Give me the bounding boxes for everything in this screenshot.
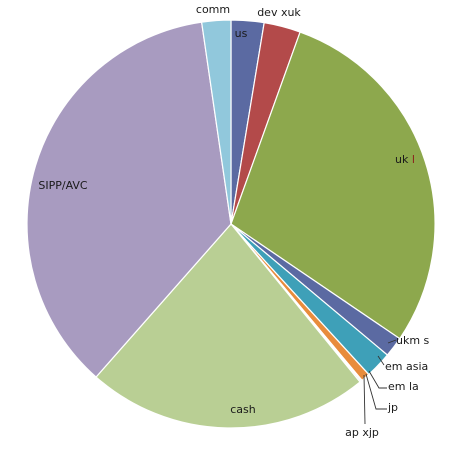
pie-slice-uk-l bbox=[230, 31, 436, 340]
leader-line-em-la bbox=[368, 370, 387, 389]
slice-label-us: us bbox=[235, 27, 248, 40]
slice-label-ap-xjp: ap xjp bbox=[345, 426, 379, 439]
slice-label-em-la: em la bbox=[388, 380, 419, 393]
leader-lines bbox=[363, 339, 397, 425]
slice-label-em-asia: em asia bbox=[385, 360, 428, 373]
leader-line-jp bbox=[365, 373, 387, 410]
pie-slice-comm bbox=[200, 19, 232, 225]
slice-labels: us dev xuk uk l ukm s em asia em la jp ap xjp ca… bbox=[38, 3, 429, 439]
pie-slice-sipp-avc bbox=[26, 21, 232, 378]
leader-line-ap-xjp bbox=[363, 374, 366, 425]
slice-label-dev-xuk: dev xuk bbox=[257, 6, 301, 19]
slice-label-ukm-s: ukm s bbox=[396, 334, 430, 347]
slice-label-uk-l: uk l bbox=[395, 153, 415, 166]
pie-slices bbox=[26, 19, 436, 429]
pie-slice-cash bbox=[95, 223, 361, 429]
slice-label-cash: cash bbox=[230, 403, 256, 416]
slice-label-comm: comm bbox=[196, 3, 230, 16]
leader-line-ukm-s bbox=[387, 339, 397, 344]
leader-line-em-asia bbox=[377, 355, 385, 366]
slice-label-jp: jp bbox=[387, 401, 398, 414]
slice-label-sipp-avc: SIPP/AVC bbox=[38, 179, 88, 192]
